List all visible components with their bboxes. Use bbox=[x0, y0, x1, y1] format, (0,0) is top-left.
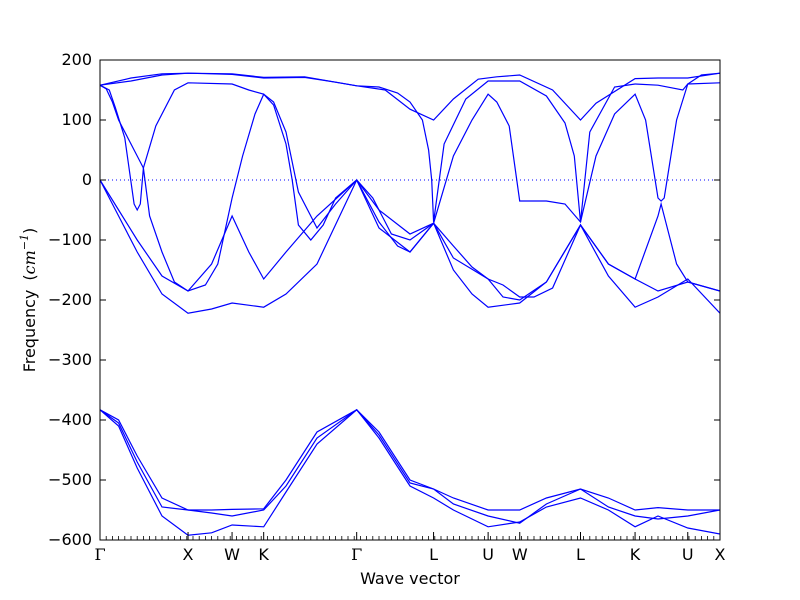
x-tick-label: Γ bbox=[351, 545, 362, 564]
x-tick-label: X bbox=[183, 545, 194, 564]
y-axis-title: Frequency (cm−1) bbox=[18, 228, 39, 373]
y-axis-title-unit-close: ) bbox=[20, 228, 39, 234]
x-tick-label: W bbox=[224, 545, 240, 564]
y-tick-label: 0 bbox=[82, 170, 92, 189]
x-tick-label: W bbox=[512, 545, 528, 564]
y-tick-label: −500 bbox=[48, 470, 92, 489]
x-tick-label: K bbox=[258, 545, 269, 564]
y-tick-label: −100 bbox=[48, 230, 92, 249]
y-tick-label: −200 bbox=[48, 290, 92, 309]
branch-line-8 bbox=[100, 408, 720, 536]
x-axis-title: Wave vector bbox=[360, 569, 460, 588]
x-minor-ticks bbox=[99, 536, 715, 540]
x-tick-label: U bbox=[482, 545, 494, 564]
x-tick-label: Γ bbox=[94, 545, 105, 564]
y-tick-label: 200 bbox=[61, 50, 92, 69]
y-tick-label: −600 bbox=[48, 530, 92, 549]
branch-line-4 bbox=[100, 72, 720, 292]
y-tick-label: 100 bbox=[61, 110, 92, 129]
y-axis-title-exponent: −1 bbox=[18, 234, 31, 250]
y-tick-label: −400 bbox=[48, 410, 92, 429]
branch-line-5 bbox=[100, 179, 720, 301]
y-tick-label: −300 bbox=[48, 350, 92, 369]
x-tick-label: L bbox=[576, 545, 585, 564]
branch-line-9 bbox=[100, 408, 720, 524]
x-tick-label: K bbox=[630, 545, 641, 564]
branch-line-6 bbox=[100, 178, 720, 314]
plot-frame bbox=[99, 59, 721, 541]
x-tick-label: U bbox=[682, 545, 694, 564]
plot-background bbox=[100, 60, 720, 540]
branch-line-7 bbox=[100, 409, 720, 511]
phonon-branches bbox=[100, 72, 720, 536]
y-axis-title-text: Frequency bbox=[20, 290, 39, 373]
x-tick-label: X bbox=[715, 545, 726, 564]
y-axis-title-unit: cm bbox=[20, 250, 39, 274]
y-axis-title-unit-open: ( bbox=[20, 274, 39, 280]
x-tick-label: L bbox=[429, 545, 438, 564]
